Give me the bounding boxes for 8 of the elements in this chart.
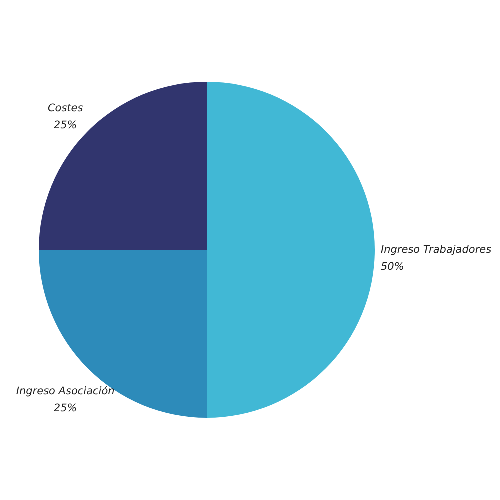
slice-label: Ingreso Trabajadores — [381, 244, 492, 256]
pie-slice — [39, 82, 207, 250]
data-label: 50% — [381, 261, 404, 273]
slice-label: Ingreso Asociación — [16, 385, 115, 398]
pie-slice — [207, 82, 375, 418]
data-label: 25% — [54, 120, 78, 132]
data-label: 25% — [54, 402, 78, 414]
slice-label: Costes — [48, 102, 84, 115]
